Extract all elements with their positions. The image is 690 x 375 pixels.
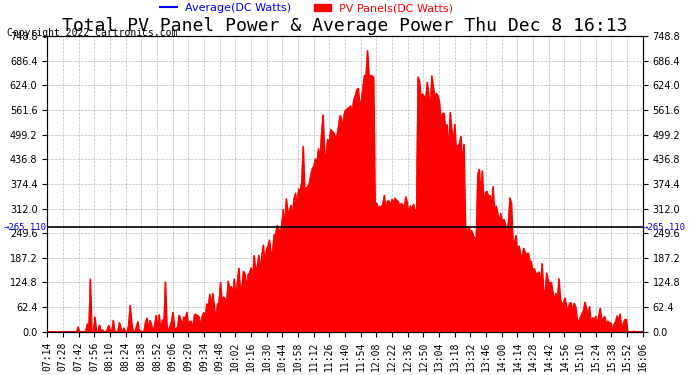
Title: Total PV Panel Power & Average Power Thu Dec 8 16:13: Total PV Panel Power & Average Power Thu…: [62, 16, 628, 34]
Text: Copyright 2022 Cartronics.com: Copyright 2022 Cartronics.com: [7, 28, 177, 38]
Legend: Average(DC Watts), PV Panels(DC Watts): Average(DC Watts), PV Panels(DC Watts): [160, 3, 453, 13]
Text: →265.110: →265.110: [4, 223, 47, 232]
Text: →265.110: →265.110: [643, 223, 686, 232]
